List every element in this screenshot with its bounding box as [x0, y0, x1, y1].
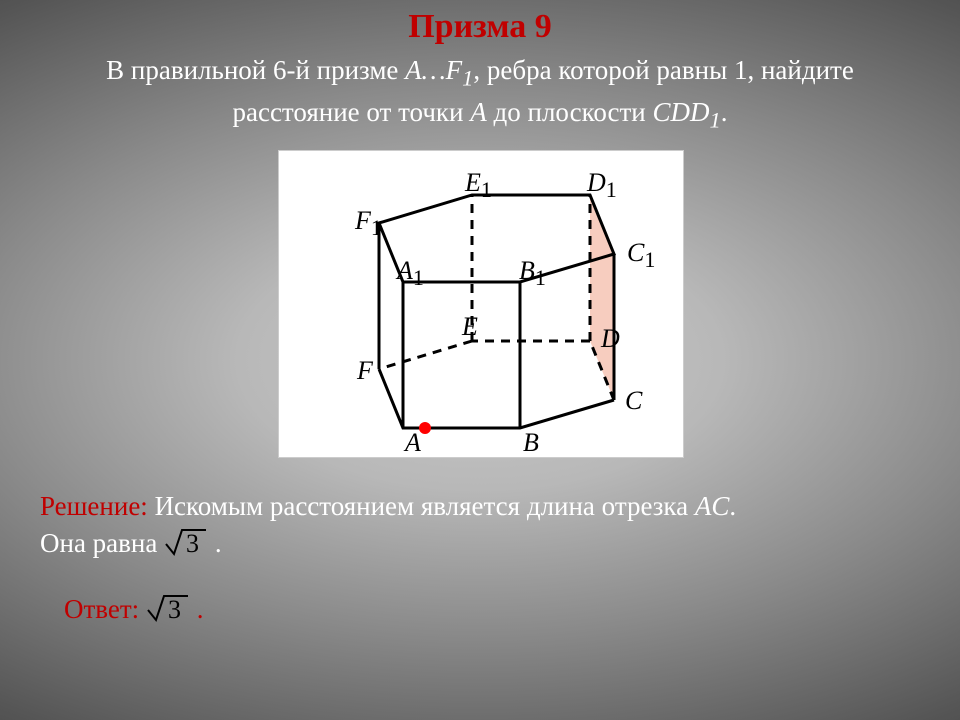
problem-line2-pre: расстояние от точки — [232, 97, 470, 127]
label-C: C — [625, 386, 643, 415]
solution-lead: Решение: — [40, 491, 148, 521]
svg-text:3: 3 — [186, 529, 199, 558]
answer-label: Ответ: — [64, 594, 139, 624]
svg-text:3: 3 — [168, 595, 181, 624]
solution-line2: Она равна — [40, 528, 164, 558]
slide-title: Призма 9 — [0, 8, 960, 46]
sqrt3-icon: 3 — [164, 524, 208, 558]
prism-svg: A B C D E F A1 B1 C1 D1 E1 F1 — [279, 151, 683, 457]
edge-EF — [379, 341, 472, 369]
problem-line1-pre: В правильной 6-й призме — [106, 55, 405, 85]
label-A: A — [403, 428, 421, 457]
label-B1: B1 — [519, 256, 546, 290]
front-bottom — [379, 369, 614, 428]
problem-plane: CDD1 — [652, 97, 720, 127]
solution-block: Решение: Искомым расстоянием является дл… — [40, 488, 920, 562]
label-C1: C1 — [627, 238, 655, 272]
prism-figure: A B C D E F A1 B1 C1 D1 E1 F1 — [278, 150, 684, 458]
answer-end: . — [197, 594, 204, 624]
answer-block: Ответ: 3 . — [64, 590, 203, 625]
problem-statement: В правильной 6-й призме A…F1, ребра кото… — [40, 52, 920, 136]
label-E: E — [461, 312, 478, 341]
label-E1: E1 — [464, 168, 492, 202]
problem-line2-mid: до плоскости — [487, 97, 653, 127]
label-B: B — [523, 428, 539, 457]
solution-body-pre: Искомым расстоянием является длина отрез… — [148, 491, 695, 521]
solution-end: . — [215, 528, 222, 558]
problem-A: A — [470, 97, 487, 127]
label-F1: F1 — [354, 206, 382, 240]
title-word: Призма — [408, 8, 526, 45]
label-D: D — [600, 324, 620, 353]
label-F: F — [356, 356, 374, 385]
problem-line1-post: , ребра которой равны 1, найдите — [473, 55, 853, 85]
problem-AF1: A…F1 — [405, 55, 473, 85]
title-number: 9 — [535, 8, 552, 45]
solution-body-post: . — [729, 491, 736, 521]
sqrt3-answer-icon: 3 — [146, 590, 190, 624]
label-D1: D1 — [586, 168, 617, 202]
problem-line2-end: . — [721, 97, 728, 127]
solution-seg: AC — [695, 491, 730, 521]
label-A1: A1 — [395, 256, 424, 290]
